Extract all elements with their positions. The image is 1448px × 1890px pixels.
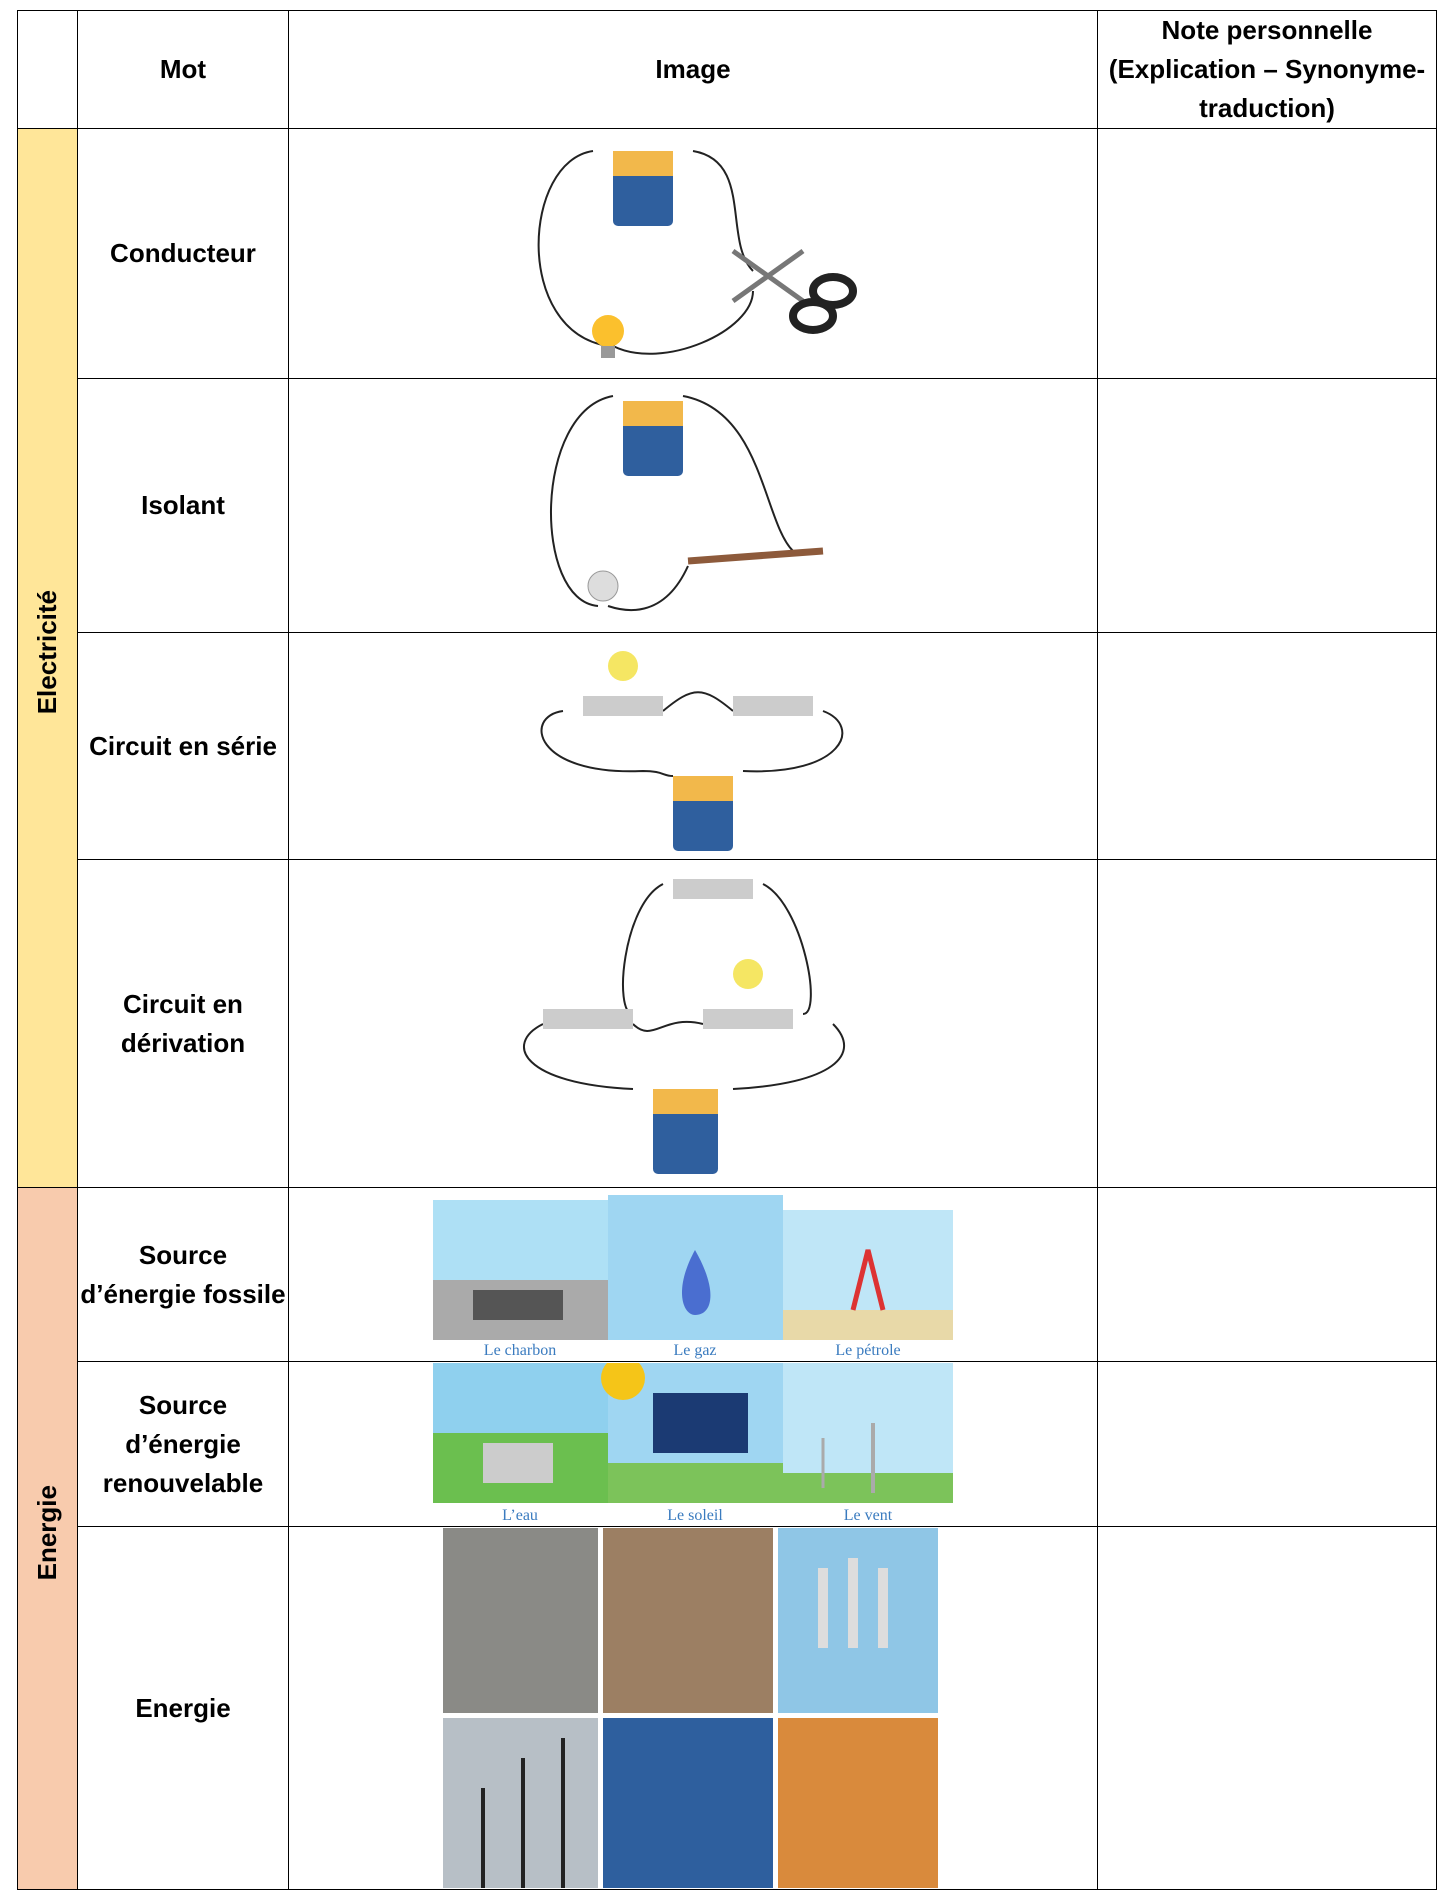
image-cell: L’eau Le soleil Le vent [289, 1362, 1098, 1527]
energy-image: Le charbon Le gaz Le pétrole [433, 1190, 953, 1360]
image-cell [289, 860, 1098, 1188]
note-cell [1098, 1527, 1437, 1890]
note-cell [1098, 633, 1437, 860]
note-cell [1098, 129, 1437, 379]
section-label: Energie [28, 1485, 67, 1580]
image-cell [289, 379, 1098, 633]
word-cell: Source d’énergie fossile [78, 1188, 289, 1362]
energy-image [443, 1528, 943, 1888]
vocab-table: Mot Image Note personnelle (Explication … [17, 10, 1437, 1890]
corner-cell [18, 11, 78, 129]
section-cell: Energie [18, 1188, 78, 1890]
note-cell [1098, 1362, 1437, 1527]
image-caption: Le gaz [673, 1342, 716, 1359]
word-cell: Circuit en dérivation [78, 860, 289, 1188]
header-cell: Note personnelle (Explication – Synonyme… [1098, 11, 1437, 129]
word-cell: Energie [78, 1527, 289, 1890]
energy-image: L’eau Le soleil Le vent [433, 1363, 953, 1525]
word-cell: Isolant [78, 379, 289, 633]
circuit-image [503, 864, 883, 1184]
image-caption: Le pétrole [835, 1342, 900, 1359]
image-caption: Le charbon [484, 1342, 556, 1359]
note-cell [1098, 860, 1437, 1188]
circuit-image [513, 381, 873, 631]
circuit-image [513, 131, 873, 376]
word-cell: Conducteur [78, 129, 289, 379]
note-cell [1098, 379, 1437, 633]
note-cell [1098, 1188, 1437, 1362]
image-cell [289, 633, 1098, 860]
header-cell: Image [289, 11, 1098, 129]
image-caption: Le soleil [667, 1507, 723, 1524]
word-cell: Circuit en série [78, 633, 289, 860]
word-cell: Source d’énergie renouvelable [78, 1362, 289, 1527]
image-caption: Le vent [844, 1507, 893, 1524]
page: Mot Image Note personnelle (Explication … [0, 0, 1448, 1879]
header-row: Mot Image Note personnelle (Explication … [18, 11, 1437, 129]
image-cell [289, 1527, 1098, 1890]
header-cell: Mot [78, 11, 289, 129]
image-caption: L’eau [502, 1507, 538, 1524]
section-label: Electricité [28, 590, 67, 714]
image-cell [289, 129, 1098, 379]
circuit-image [523, 636, 863, 856]
image-cell: Le charbon Le gaz Le pétrole [289, 1188, 1098, 1362]
section-cell: Electricité [18, 129, 78, 1188]
